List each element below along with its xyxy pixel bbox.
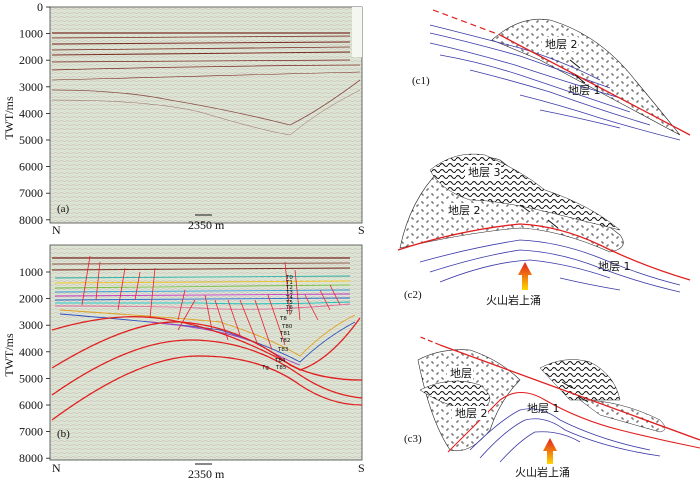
panel-b-ylabel: TWT/ms: [2, 333, 16, 377]
horizon-label-T84: T84: [274, 358, 286, 364]
panel-c2-diagram: 火山岩上涌 地层 3 地层 2 地层 1 (c2): [397, 153, 691, 307]
c3-layer3-left-body: [419, 380, 491, 411]
horizon-label-T83: T83: [277, 347, 289, 353]
panel-a-ytick-label: 5000: [19, 133, 43, 147]
c3-rock-right: [579, 399, 666, 433]
c3-layer2-label: 地层 2: [455, 407, 488, 420]
horizon-label-T0: T0: [285, 275, 293, 281]
c3-label: (c3): [404, 433, 422, 445]
horizon-label-T1: T1: [285, 280, 293, 286]
c1-layer1-label: 地层 1: [568, 84, 601, 97]
horizon-label-Tg: Tg: [261, 365, 269, 371]
panel-a-reflectors: [51, 32, 361, 136]
horizon-label-T81: T81: [279, 331, 290, 337]
panel-a-ytick-label: 6000: [19, 160, 43, 174]
panel-a-ytick-label: 0: [37, 0, 43, 14]
c2-arrow-down: [519, 204, 531, 213]
panel-b-horizon-labels: T0 T1 T2 T3 T4 T5 T6 T7 T8 T80 T81 T82 T…: [261, 275, 293, 371]
c1-fault-dashed: [432, 9, 501, 36]
c2-layer2-label: 地层 2: [448, 204, 481, 217]
c3-arrow-down: [577, 395, 589, 403]
c2-volcano-arrow-icon: [518, 262, 532, 290]
panel-a-ylabel: TWT/ms: [2, 96, 16, 140]
panel-b-ytick-label: 7000: [19, 425, 43, 439]
panel-a-label: (a): [57, 203, 70, 215]
panel-c3-diagram: 火山岩上涌 地层 地层 2 地层 1 (c3): [404, 335, 700, 479]
panel-b-ytick-label: 4000: [19, 345, 43, 359]
panel-a-edge-fade: [352, 7, 362, 57]
panel-b-right-compass: S: [358, 461, 365, 475]
panel-a-scale-text: 2350 m: [188, 218, 225, 232]
panel-b-yticks: 1000 2000 3000 4000 5000 6000 7000 8000: [19, 265, 50, 465]
c2-volcano-label: 火山岩上涌: [486, 293, 541, 307]
c3-layer2a-bg: [447, 366, 473, 380]
panel-a-ytick-label: 2000: [19, 53, 43, 67]
c3-layer3-right-body: [539, 359, 621, 401]
panel-b-reflectors: [51, 257, 351, 271]
c1-fault-line: [499, 34, 691, 136]
horizon-label-T6: T6: [285, 305, 293, 311]
horizon-label-T2: T2: [285, 285, 293, 291]
horizon-label-T5: T5: [285, 300, 293, 306]
panel-b-ytick-label: 2000: [19, 292, 43, 306]
c2-layer1-lines: [419, 239, 681, 293]
horizon-label-T85: T85: [275, 365, 287, 371]
c3-layer1-lines: [469, 408, 661, 463]
panel-a-yticks: 0 1000 2000 3000 4000 5000 6000 7000 8000: [19, 0, 50, 227]
c2-layer3-bg: [465, 165, 501, 179]
panel-b-ytick-label: 5000: [19, 371, 43, 385]
c1-layer2-body: [491, 18, 681, 136]
panel-a-ytick-label: 4000: [19, 106, 43, 120]
c1-arrow-down: [574, 74, 586, 84]
c1-layer2-bg: [542, 37, 578, 51]
c1-layer2-label: 地层 2: [545, 38, 578, 51]
panel-b-ytick-label: 6000: [19, 398, 43, 412]
panel-a-ytick-label: 3000: [19, 80, 43, 94]
panel-c1-diagram: 地层 2 地层 1 (c1): [412, 9, 691, 141]
c3-fault-line: [439, 344, 700, 441]
c2-layer2-bg: [445, 203, 481, 217]
c2-layer1-label: 地层 1: [598, 260, 631, 273]
panel-b-seismic: T0 T1 T2 T3 T4 T5 T6 T7 T8 T80 T81 T82 T…: [2, 244, 365, 481]
horizon-label-T7: T7: [285, 310, 293, 316]
panel-a-ytick-label: 7000: [19, 186, 43, 200]
panel-b-faults: [81, 255, 341, 351]
c2-layer3-label: 地层 3: [468, 166, 501, 179]
panel-b-ytick-label: 8000: [19, 451, 43, 465]
c3-layer1-label: 地层 1: [527, 402, 560, 415]
horizon-label-T80: T80: [281, 324, 293, 330]
c2-label: (c2): [404, 289, 422, 301]
c1-label: (c1): [412, 75, 430, 87]
horizon-label-T4: T4: [285, 295, 293, 301]
horizon-label-T8: T8: [279, 316, 287, 322]
c1-layer1-lines: [429, 24, 681, 141]
c2-fault-line: [397, 223, 691, 281]
panel-a-right-compass: S: [358, 223, 365, 237]
c3-fault-dashed: [417, 335, 441, 346]
c3-arrow-up: [561, 381, 573, 389]
panel-b-scale-text: 2350 m: [188, 467, 225, 481]
panel-b-ytick-label: 1000: [19, 265, 43, 279]
c3-volcano-arrow-icon: [543, 438, 557, 464]
panel-b-label: (b): [57, 428, 70, 440]
panel-a-seismic: (a) 2350 m N S TWT/ms 0 1000 2000 3000 4000 5…: [2, 0, 365, 237]
c3-layer2a-label: 地层: [450, 367, 472, 380]
horizon-label-T82: T82: [279, 338, 290, 344]
panel-a-ytick-label: 1000: [19, 27, 43, 41]
c2-arrow-up: [547, 219, 559, 229]
c3-volcano-label: 火山岩上涌: [515, 465, 570, 479]
panel-b-left-compass: N: [52, 461, 61, 475]
panel-b-ytick-label: 3000: [19, 318, 43, 332]
c1-arrow-up: [569, 59, 581, 69]
c3-layer2-bg: [452, 406, 488, 420]
panel-a-left-compass: N: [52, 223, 61, 237]
panel-b-deep-faults: [51, 316, 363, 421]
panel-a-plot-area: [49, 6, 363, 224]
panel-a-ytick-label: 8000: [19, 213, 43, 227]
horizon-label-T3: T3: [285, 290, 293, 296]
